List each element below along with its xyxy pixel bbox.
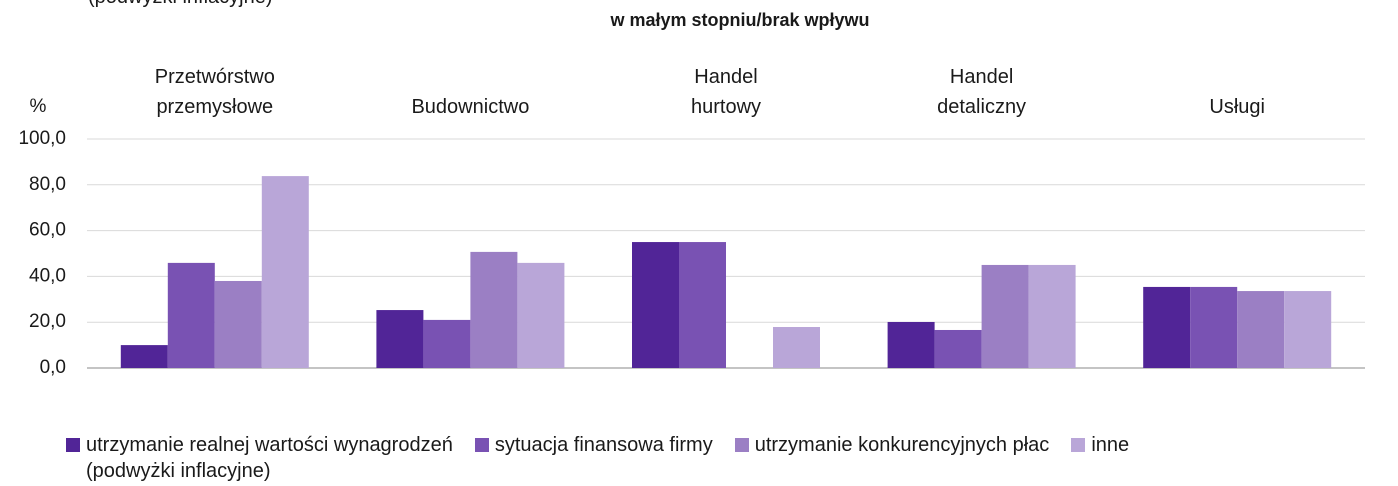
chart-title: w małym stopniu/brak wpływu	[610, 10, 870, 30]
legend-swatch	[1071, 438, 1086, 452]
bar	[470, 251, 518, 368]
x-tick-label: Handel hurtowy	[690, 66, 762, 118]
bar	[423, 319, 471, 368]
legend-item: sytuacja finansowa firmy	[474, 432, 713, 484]
bar	[517, 262, 565, 368]
legend-label: sytuacja finansowa firmy	[494, 434, 713, 456]
legend-item: inne	[1071, 432, 1129, 484]
bar	[376, 310, 424, 368]
y-axis-label: %	[30, 96, 47, 117]
x-tick-label: Handel detaliczny	[937, 66, 1027, 118]
legend-item: utrzymanie realnej wartości wynagrodzeń …	[66, 432, 453, 484]
bar	[1028, 264, 1076, 368]
bar	[632, 242, 679, 368]
bar	[1284, 291, 1332, 368]
y-tick-label: 60,0	[29, 220, 66, 241]
legend-label: utrzymanie realnej wartości wynagrodzeń …	[86, 434, 453, 482]
bar	[120, 345, 168, 368]
y-tick-label: 0,0	[40, 357, 66, 378]
bar	[167, 262, 215, 368]
bar	[1237, 291, 1285, 368]
x-tick-label: Przetwórstwo przemysłowe	[154, 66, 275, 118]
bar	[981, 264, 1029, 368]
bar	[261, 176, 309, 368]
legend-item: utrzymanie konkurencyjnych płac	[734, 432, 1050, 484]
legend: utrzymanie realnej wartości wynagrodzeń …	[66, 432, 1129, 484]
legend-label: utrzymanie konkurencyjnych płac	[754, 434, 1050, 456]
legend-swatch	[474, 438, 489, 452]
x-tick-label: Budownictwo	[411, 96, 530, 118]
y-tick-label: 80,0	[29, 174, 66, 195]
legend-label: inne	[1091, 434, 1130, 456]
legend-swatch	[66, 438, 80, 452]
y-tick-label: 40,0	[29, 265, 66, 286]
bar	[887, 321, 935, 368]
bar	[679, 242, 726, 368]
bar	[934, 329, 982, 368]
clipped-note: (podwyżki inflacyjne)	[88, 0, 273, 9]
legend-swatch	[734, 438, 749, 452]
bar	[1190, 286, 1238, 368]
y-tick-label: 100,0	[18, 128, 66, 149]
y-tick-label: 20,0	[29, 311, 66, 332]
x-tick-label: Usługi	[1209, 96, 1265, 118]
bar	[1143, 286, 1191, 368]
bar	[214, 280, 262, 368]
bar	[773, 327, 820, 368]
